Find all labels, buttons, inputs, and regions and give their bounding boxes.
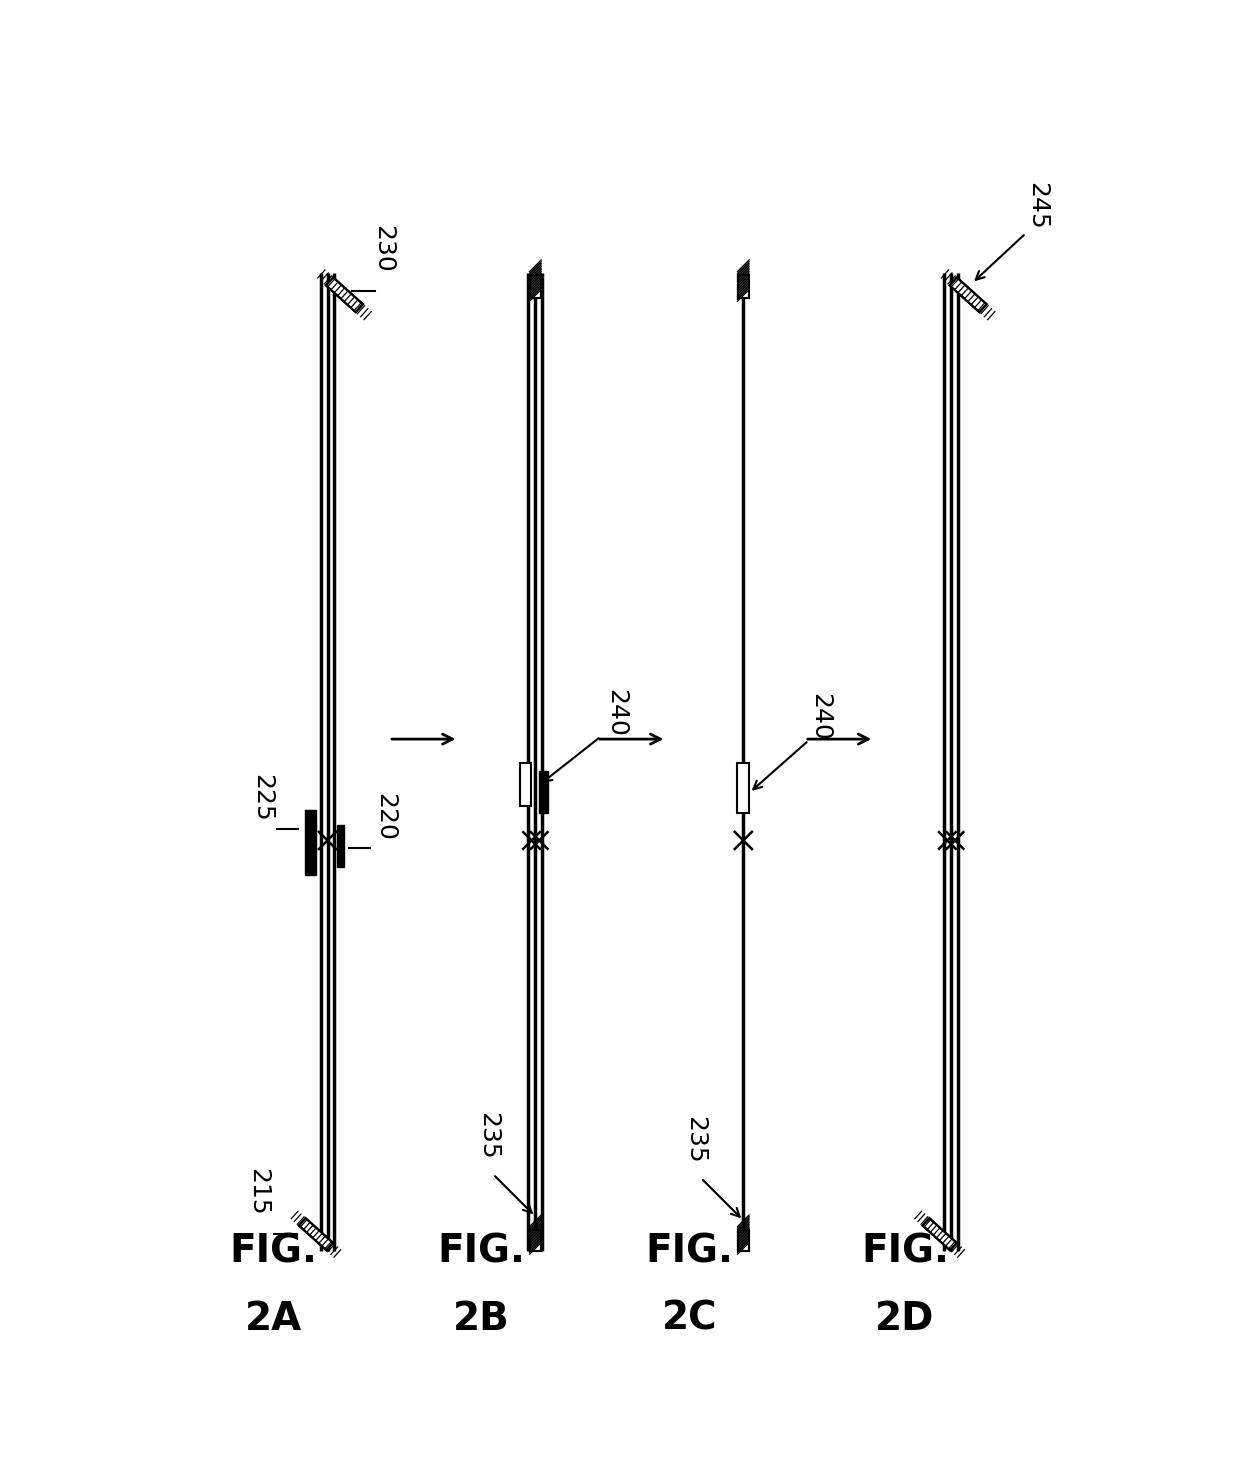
Text: 2D: 2D — [875, 1299, 935, 1338]
Text: FIG.: FIG. — [861, 1233, 949, 1270]
Bar — [520, 764, 531, 805]
Bar — [529, 1230, 541, 1251]
Polygon shape — [950, 277, 987, 313]
Bar — [539, 771, 548, 814]
Bar — [738, 1230, 749, 1251]
Text: FIG.: FIG. — [229, 1233, 317, 1270]
Bar — [737, 764, 749, 814]
Text: 235: 235 — [476, 1112, 500, 1159]
Bar — [529, 1230, 541, 1251]
Polygon shape — [299, 1218, 334, 1251]
Text: 2C: 2C — [662, 1299, 717, 1338]
Text: FIG.: FIG. — [646, 1233, 733, 1270]
Polygon shape — [326, 277, 363, 313]
Text: 2A: 2A — [246, 1299, 303, 1338]
Bar — [337, 825, 345, 867]
Text: 240: 240 — [808, 693, 832, 740]
Bar — [529, 274, 541, 298]
Text: 245: 245 — [1025, 183, 1049, 230]
Text: 225: 225 — [250, 774, 274, 822]
Text: 215: 215 — [247, 1168, 270, 1215]
Text: 220: 220 — [373, 794, 397, 841]
Text: FIG.: FIG. — [438, 1233, 526, 1270]
Text: 235: 235 — [683, 1115, 708, 1164]
Text: 240: 240 — [604, 689, 629, 738]
Text: 230: 230 — [371, 224, 394, 273]
Text: 2B: 2B — [453, 1299, 510, 1338]
Bar — [529, 274, 541, 298]
Bar — [738, 274, 749, 298]
Bar — [305, 810, 316, 875]
Bar — [738, 274, 749, 298]
Bar — [738, 1230, 749, 1251]
Polygon shape — [923, 1218, 957, 1251]
